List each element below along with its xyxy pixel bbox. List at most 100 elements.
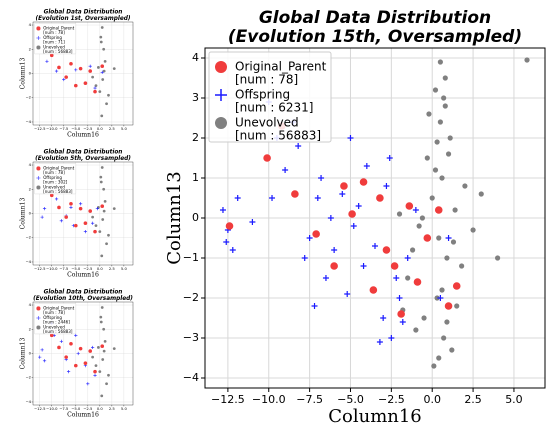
legend-box [34, 163, 77, 195]
point [494, 255, 501, 261]
point [344, 291, 351, 297]
point [59, 339, 63, 344]
point [73, 83, 78, 88]
point [269, 195, 276, 201]
point [372, 243, 378, 249]
point [462, 183, 468, 189]
point [355, 203, 362, 209]
point [98, 230, 102, 234]
point [91, 75, 94, 79]
point [432, 87, 439, 93]
y-tick-label: 3 [192, 91, 199, 104]
point [69, 202, 73, 206]
point [103, 59, 107, 63]
point [112, 347, 116, 351]
point [83, 81, 88, 85]
legend-marker [36, 306, 41, 311]
legend-label: Original_Parent [43, 165, 74, 170]
point [95, 207, 100, 211]
point [376, 339, 383, 345]
point [66, 370, 71, 374]
point [416, 223, 422, 229]
y-tick-label: −2 [25, 236, 31, 240]
point [350, 223, 357, 229]
point [42, 359, 47, 363]
point [322, 275, 329, 281]
x-tick-label: −12.5 [34, 267, 46, 271]
point [86, 382, 90, 386]
legend-label: Original_Parent [43, 25, 74, 30]
y-tick-label: −2 [25, 96, 31, 100]
point [54, 197, 59, 201]
point [432, 167, 439, 173]
x-tick-label: 0.0 [423, 393, 441, 406]
legend-label: Offspring [43, 315, 62, 320]
chart-panel: −12.5 −10.0 −7.5 −5.0 −2.5 0.0 2.5 5.0 −4 −2 0 2 4 Or… [19, 9, 134, 138]
point [390, 262, 399, 270]
point [441, 335, 447, 341]
point [360, 263, 367, 269]
chart-title: Global Data Distribution [259, 8, 491, 28]
x-axis-label: Column16 [328, 406, 422, 427]
x-tick-label: −12.5 [34, 407, 46, 411]
point [94, 84, 98, 88]
point [339, 191, 346, 197]
point [73, 363, 78, 368]
point [219, 207, 226, 213]
point [439, 287, 445, 293]
legend-count: [num : 78] [43, 170, 65, 175]
point [100, 70, 104, 74]
x-tick-label: −12.5 [211, 393, 245, 406]
point [439, 175, 445, 181]
point [107, 233, 110, 237]
chart-panel: −12.5 −10.0 −7.5 −5.0 −2.5 0.0 2.5 5.0 −4 −3 −2 −1 0… [164, 8, 546, 427]
point [421, 315, 427, 321]
point [312, 230, 320, 238]
chart-title: (Evolution 1st, Oversampled) [35, 16, 130, 22]
legend-count: [num : 56883] [43, 189, 73, 194]
legend-label: Original_Parent [43, 305, 74, 310]
point [327, 215, 334, 221]
legend-label: Unevolved [43, 325, 65, 330]
point [49, 53, 54, 58]
point [78, 202, 83, 206]
point [101, 78, 105, 81]
point [40, 348, 44, 352]
point [78, 346, 83, 351]
point [348, 210, 356, 218]
x-tick-label: 5.0 [121, 407, 128, 411]
point [470, 227, 476, 233]
x-tick-label: −5.0 [71, 127, 81, 131]
point [83, 361, 88, 365]
point [105, 102, 108, 106]
legend-marker [36, 45, 41, 50]
point [249, 219, 256, 225]
x-tick-label: 0.0 [97, 267, 104, 271]
point [102, 209, 106, 213]
point [396, 211, 403, 217]
point [91, 215, 94, 219]
point [413, 278, 422, 286]
point [434, 206, 443, 214]
point [383, 183, 390, 189]
legend-count: [num : 78] [43, 310, 65, 315]
point [64, 215, 68, 219]
point [397, 310, 405, 318]
point [359, 178, 368, 186]
point [431, 363, 437, 369]
x-tick-label: −5.0 [71, 407, 81, 411]
point [331, 247, 338, 253]
point [426, 111, 432, 117]
legend-label: Offspring [43, 175, 62, 180]
x-tick-label: −10.0 [46, 267, 58, 271]
legend-marker [36, 166, 41, 171]
x-tick-label: 0.0 [97, 127, 104, 131]
legend-count: [num : 302] [43, 179, 67, 184]
point [234, 195, 241, 201]
y-tick-label: 0 [29, 212, 32, 216]
y-tick-label: −2 [25, 376, 31, 380]
point [393, 275, 400, 281]
point [100, 114, 104, 118]
legend-marker [215, 117, 227, 129]
point [90, 221, 95, 225]
